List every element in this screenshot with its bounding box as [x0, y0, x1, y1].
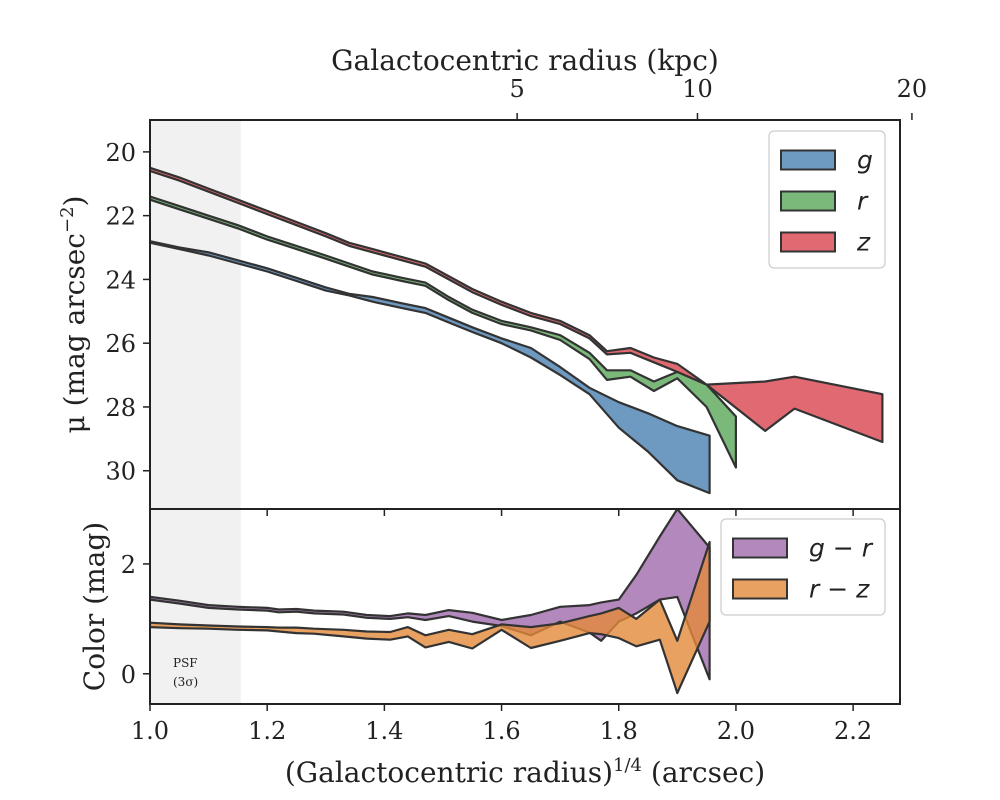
- secondary-x-axis-label: Galactocentric radius (kpc): [331, 44, 719, 77]
- psf-label: PSF: [173, 656, 198, 670]
- color-panel: PSF (3σ) 02 1.0 1.2 1.4 1.6 1.8 2.0 2.2 g − rr…: [78, 508, 901, 789]
- secondary-x-tick-label: 10: [682, 75, 713, 103]
- legend-label-z: z: [856, 228, 871, 257]
- band-z: [150, 166, 884, 444]
- color-y-axis-label: Color (mag): [78, 522, 111, 691]
- legend-swatch-g: [780, 149, 836, 171]
- x-tick-label: 1.0: [131, 717, 169, 745]
- x-tick-label: 2.0: [717, 717, 755, 745]
- x-tick-label: 2.2: [834, 717, 872, 745]
- y-tick-label: 28: [105, 394, 136, 422]
- secondary-x-tick-label: 20: [897, 75, 928, 103]
- x-tick-label: 1.2: [248, 717, 286, 745]
- color-bands: [150, 509, 711, 695]
- band-r-z: [150, 540, 711, 695]
- secondary-x-tick-label: 5: [509, 75, 524, 103]
- x-axis-label: (Galactocentric radius)1/4 (arcsec): [285, 755, 765, 789]
- psf-sigma-label: (3σ): [173, 675, 198, 689]
- x-tick-label: 1.8: [600, 717, 638, 745]
- legend-swatch-r-z: [732, 578, 788, 600]
- surface-brightness-y-ticks: 20 22 24 26 28 30: [105, 139, 150, 486]
- legend-label-r-z: r − z: [809, 575, 870, 604]
- secondary-x-axis-ticks: 51020305075100: [509, 75, 928, 120]
- band-g-r: [150, 509, 711, 681]
- legend-label-g: g: [857, 146, 873, 175]
- y-tick-label: 30: [105, 458, 136, 486]
- x-tick-label: 1.6: [482, 717, 520, 745]
- surface-brightness-bands: [150, 166, 884, 495]
- legend-swatch-r: [780, 190, 836, 212]
- band-g: [150, 240, 711, 495]
- y-tick-label: 20: [105, 139, 136, 167]
- legend-swatch-z: [780, 231, 836, 253]
- y-tick-label: 0: [121, 661, 136, 689]
- color-y-ticks: 02: [121, 551, 150, 689]
- psf-shaded-region-top: [150, 120, 241, 509]
- surface-brightness-y-axis-label: μ (mag arcsec−2): [57, 196, 91, 434]
- band-r: [150, 195, 737, 469]
- x-axis-ticks: 1.0 1.2 1.4 1.6 1.8 2.0 2.2: [131, 704, 872, 745]
- color-legend: g − r r − z: [720, 518, 886, 616]
- y-tick-label: 24: [105, 266, 136, 294]
- color-axes-frame: [149, 508, 901, 705]
- legend-label-r: r: [857, 187, 869, 216]
- y-tick-label: 26: [105, 330, 136, 358]
- legend-swatch-g-r: [732, 537, 788, 559]
- surface-brightness-legend: grz: [768, 130, 886, 269]
- top-panel-bottom-ticks: [149, 509, 854, 516]
- y-tick-label: 22: [105, 203, 136, 231]
- legend-label-g-r: g − r: [809, 534, 874, 563]
- y-tick-label: 2: [121, 551, 136, 579]
- x-tick-label: 1.4: [365, 717, 403, 745]
